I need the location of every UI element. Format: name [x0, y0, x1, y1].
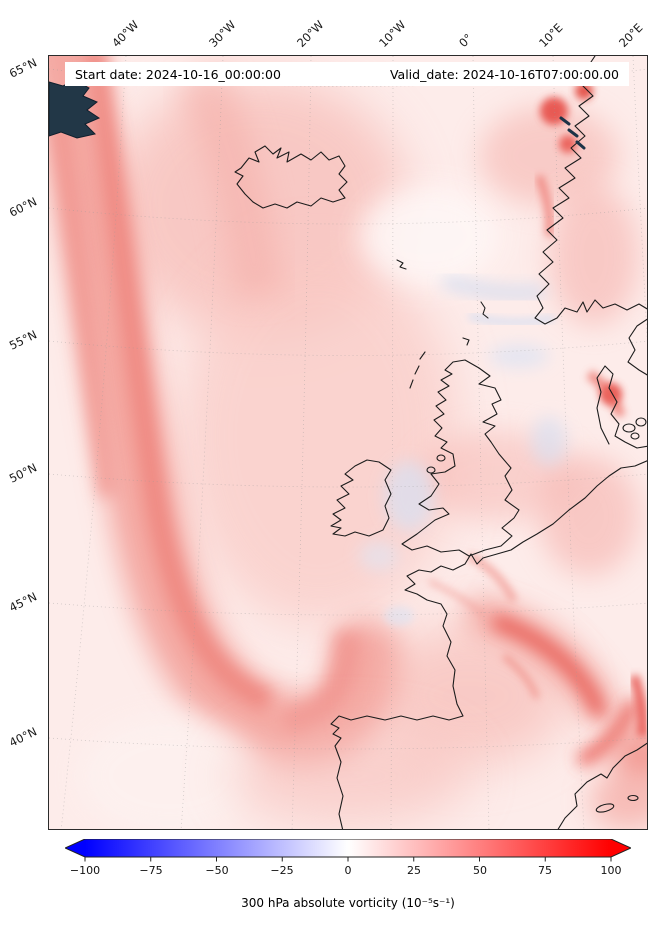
lat-tick-60n: 60°N: [6, 194, 40, 220]
coastline-sweden-west: [627, 318, 647, 376]
coastline-hebrides: [409, 351, 426, 389]
coastline-lofoten: [559, 116, 586, 150]
cbar-tick-0: 0: [344, 864, 352, 877]
lon-tick-10e: 10°E: [536, 20, 566, 50]
cbar-tick-100: 100: [600, 864, 622, 877]
valid-date-label: Valid_date: 2024-10-16T07:00:00.00: [389, 66, 619, 82]
cbar-tick-neg25: −25: [270, 864, 294, 877]
coastline-balearic-1: [595, 803, 615, 813]
lat-tick-65n: 65°N: [6, 55, 40, 81]
cbar-tick-neg100: −100: [69, 864, 101, 877]
vorticity-field: [49, 56, 647, 829]
coastline-balearic-2: [627, 794, 639, 802]
coastline-danish-island-3: [630, 432, 640, 440]
colorbar-gradient: [85, 839, 611, 857]
coastline-denmark-jutland: [596, 365, 647, 449]
colorbar-label: 300 hPa absolute vorticity (10⁻⁵s⁻¹): [241, 896, 455, 910]
colorbar-max-arrow: [611, 839, 631, 857]
coastline-great-britain: [401, 359, 520, 557]
cbar-tick-75: 75: [538, 864, 552, 877]
coastline-danish-island-2: [635, 417, 647, 427]
coastline-faroe: [396, 259, 407, 270]
coastline-shetland: [480, 301, 489, 319]
lon-tick-20w: 20°W: [294, 17, 327, 50]
coastline-anglesey: [426, 466, 436, 474]
graticule: [49, 56, 647, 829]
cbar-tick-50: 50: [473, 864, 487, 877]
coastline-mediterranean: [557, 742, 647, 829]
colorbar-min-arrow: [65, 839, 85, 857]
lon-tick-20e: 20°E: [616, 20, 646, 50]
coastline-orkney: [462, 337, 470, 346]
cbar-tick-25: 25: [407, 864, 421, 877]
lon-tick-0: 0°: [456, 30, 476, 50]
colorbar-tick-marks: [84, 857, 612, 862]
title-strip: Start date: 2024-10-16_00:00:00 Valid_da…: [65, 62, 629, 86]
coastline-norway: [534, 56, 647, 325]
lon-tick-30w: 30°W: [206, 17, 239, 50]
colorbar: [65, 839, 631, 862]
coastlines: [234, 56, 647, 829]
coastline-iceland: [234, 145, 348, 209]
start-date-label: Start date: 2024-10-16_00:00:00: [75, 66, 281, 82]
map-panel: Start date: 2024-10-16_00:00:00 Valid_da…: [48, 55, 648, 830]
lat-tick-50n: 50°N: [6, 460, 40, 486]
lat-tick-40n: 40°N: [6, 724, 40, 750]
coastline-continental-west: [330, 460, 647, 829]
cbar-tick-neg50: −50: [205, 864, 229, 877]
lon-tick-40w: 40°W: [109, 17, 142, 50]
cbar-tick-neg75: −75: [139, 864, 163, 877]
lat-tick-55n: 55°N: [6, 327, 40, 353]
lat-tick-45n: 45°N: [6, 589, 40, 615]
coastline-danish-island-1: [622, 423, 636, 433]
map-canvas: [49, 56, 647, 829]
coastline-ireland: [330, 459, 392, 537]
lon-tick-10w: 10°W: [376, 17, 409, 50]
coastline-isle-of-man: [436, 454, 446, 462]
